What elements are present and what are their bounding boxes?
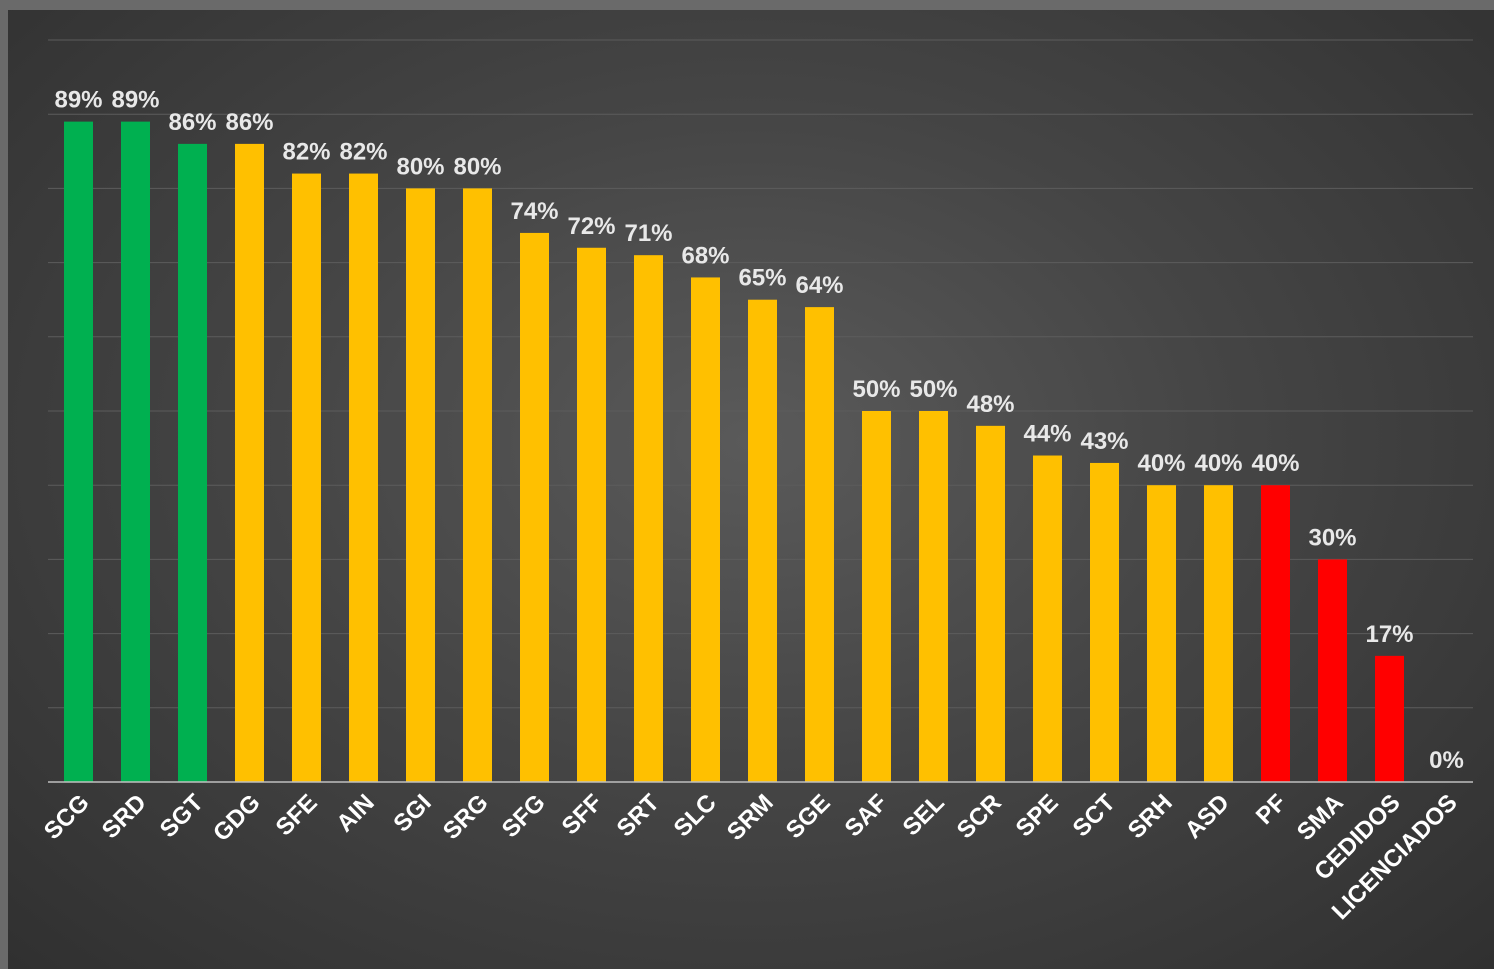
- category-label-pf: PF: [1251, 789, 1292, 830]
- bar-sgt: [178, 143, 207, 782]
- category-label-srm: SRM: [722, 789, 779, 846]
- bar-srd: [121, 121, 150, 783]
- value-label-srh: 40%: [1137, 450, 1185, 477]
- category-label-asd: ASD: [1180, 789, 1235, 844]
- value-labels: 89% 89% 86% 86% 82% 82% 80% 80% 74% 72% 71% 68% 65% 6…: [54, 87, 1463, 774]
- category-label-sff: SFF: [557, 789, 608, 840]
- value-label-spe: 44%: [1023, 421, 1071, 448]
- bar-sma: [1318, 559, 1347, 782]
- bar-srm: [748, 299, 777, 782]
- value-label-sct: 43%: [1080, 428, 1128, 455]
- category-label-scr: SCR: [952, 789, 1007, 844]
- bar-sge: [805, 307, 834, 782]
- bar-gdg: [235, 143, 264, 782]
- category-label-gdg: GDG: [208, 789, 266, 847]
- value-label-cedidos: 17%: [1365, 621, 1413, 648]
- bar-asd: [1204, 485, 1233, 782]
- category-label-srd: SRD: [97, 789, 152, 844]
- bar-saf: [862, 411, 891, 782]
- value-label-sma: 30%: [1308, 524, 1356, 551]
- bar-sff: [577, 247, 606, 782]
- category-label-spe: SPE: [1011, 789, 1064, 842]
- bar-cedidos: [1375, 655, 1404, 782]
- bar-sgi: [406, 188, 435, 782]
- category-label-scg: SCG: [39, 789, 95, 845]
- value-label-sgt: 86%: [168, 109, 216, 136]
- value-label-asd: 40%: [1194, 450, 1242, 477]
- bar-chart: 89% 89% 86% 86% 82% 82% 80% 80% 74% 72% 71% 68% 65% 6…: [39, 39, 1473, 925]
- bar-pf: [1261, 485, 1290, 782]
- value-label-srt: 71%: [624, 220, 672, 247]
- chart-area: 89% 89% 86% 86% 82% 82% 80% 80% 74% 72% 71% 68% 65% 6…: [8, 10, 1494, 969]
- category-label-slc: SLC: [669, 789, 722, 842]
- bar-ain: [349, 173, 378, 782]
- value-label-scr: 48%: [966, 391, 1014, 418]
- category-label-ain: AIN: [331, 789, 379, 837]
- category-label-sfe: SFE: [271, 789, 323, 841]
- bar-spe: [1033, 455, 1062, 782]
- value-label-sgi: 80%: [396, 153, 444, 180]
- bar-srh: [1147, 485, 1176, 782]
- bar-srg: [463, 188, 492, 782]
- value-label-scg: 89%: [54, 87, 102, 114]
- value-label-srm: 65%: [738, 265, 786, 292]
- value-label-ain: 82%: [339, 139, 387, 166]
- value-label-pf: 40%: [1251, 450, 1299, 477]
- category-label-sfg: SFG: [497, 789, 551, 843]
- category-label-srt: SRT: [612, 789, 665, 842]
- bar-sct: [1090, 462, 1119, 782]
- category-label-saf: SAF: [840, 789, 893, 842]
- value-label-sff: 72%: [567, 213, 615, 240]
- category-label-srg: SRG: [438, 789, 494, 845]
- bar-srt: [634, 255, 663, 782]
- category-label-srh: SRH: [1123, 789, 1178, 844]
- bar-sel: [919, 411, 948, 782]
- bar-sfe: [292, 173, 321, 782]
- value-label-gdg: 86%: [225, 109, 273, 136]
- category-label-sct: SCT: [1068, 789, 1121, 842]
- bars: [64, 121, 1404, 783]
- bar-scg: [64, 121, 93, 783]
- category-label-sel: SEL: [898, 789, 950, 841]
- category-label-sgi: SGI: [388, 789, 436, 837]
- value-label-sfg: 74%: [510, 198, 558, 225]
- value-label-sfe: 82%: [282, 139, 330, 166]
- category-label-sge: SGE: [781, 789, 836, 844]
- bar-slc: [691, 277, 720, 782]
- value-label-sel: 50%: [909, 376, 957, 403]
- bar-scr: [976, 425, 1005, 782]
- value-label-saf: 50%: [852, 376, 900, 403]
- value-label-licenciados: 0%: [1429, 747, 1464, 774]
- value-label-srg: 80%: [453, 153, 501, 180]
- category-label-sgt: SGT: [155, 789, 209, 843]
- value-label-srd: 89%: [111, 87, 159, 114]
- bar-sfg: [520, 232, 549, 783]
- value-label-sge: 64%: [795, 272, 843, 299]
- category-labels: SCG SRD SGT GDG SFE AIN SGI SRG SFG SFF SRT SLC SRM S…: [39, 789, 1463, 925]
- value-label-slc: 68%: [681, 242, 729, 269]
